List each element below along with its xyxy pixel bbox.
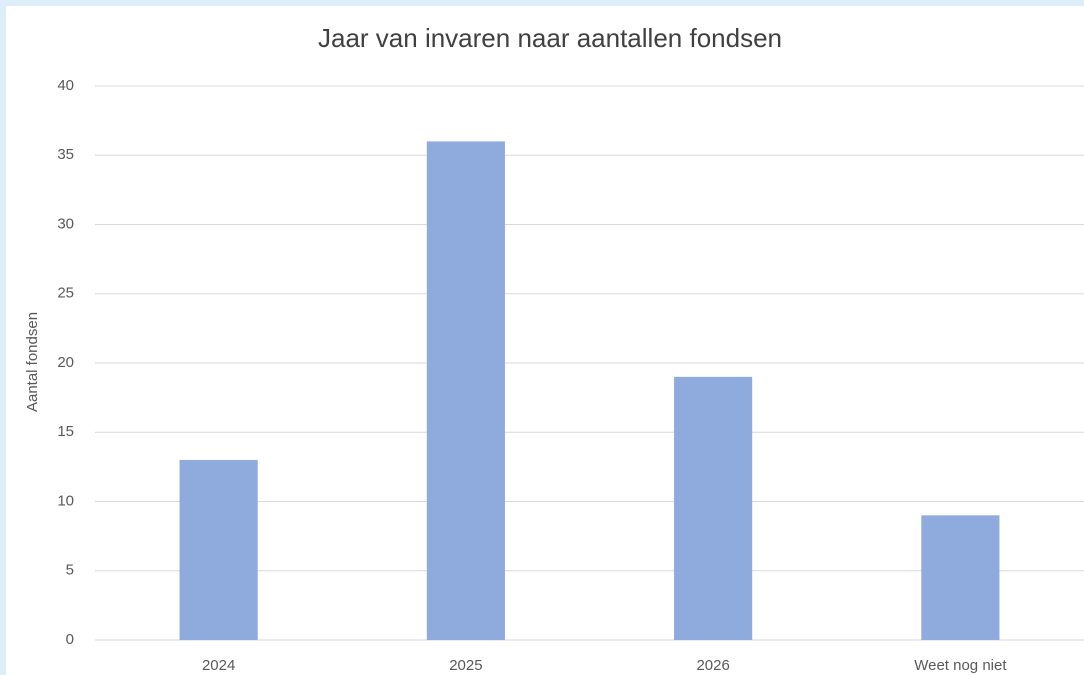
x-tick-label: 2024 xyxy=(202,657,235,674)
chart: Jaar van invaren naar aantallen fondsen … xyxy=(6,6,1084,675)
y-axis-label: Aantal fondsen xyxy=(24,312,41,412)
x-tick-label: 2025 xyxy=(449,657,482,674)
y-tick-label: 20 xyxy=(57,354,74,371)
y-tick-label: 0 xyxy=(66,631,74,648)
y-tick-label: 25 xyxy=(57,285,74,302)
y-tick-label: 15 xyxy=(57,423,74,440)
bar xyxy=(674,376,753,640)
bar xyxy=(179,459,258,640)
x-tick-label: Weet nog niet xyxy=(914,657,1007,674)
y-tick-label: 30 xyxy=(57,215,74,232)
y-tick-label: 10 xyxy=(57,492,74,509)
bar xyxy=(921,515,1000,640)
y-tick-label: 5 xyxy=(66,562,74,579)
y-tick-label: 40 xyxy=(57,77,74,94)
y-tick-label: 35 xyxy=(57,146,74,163)
bar xyxy=(426,141,505,640)
x-tick-label: 2026 xyxy=(696,657,729,674)
chart-title: Jaar van invaren naar aantallen fondsen xyxy=(318,23,782,53)
